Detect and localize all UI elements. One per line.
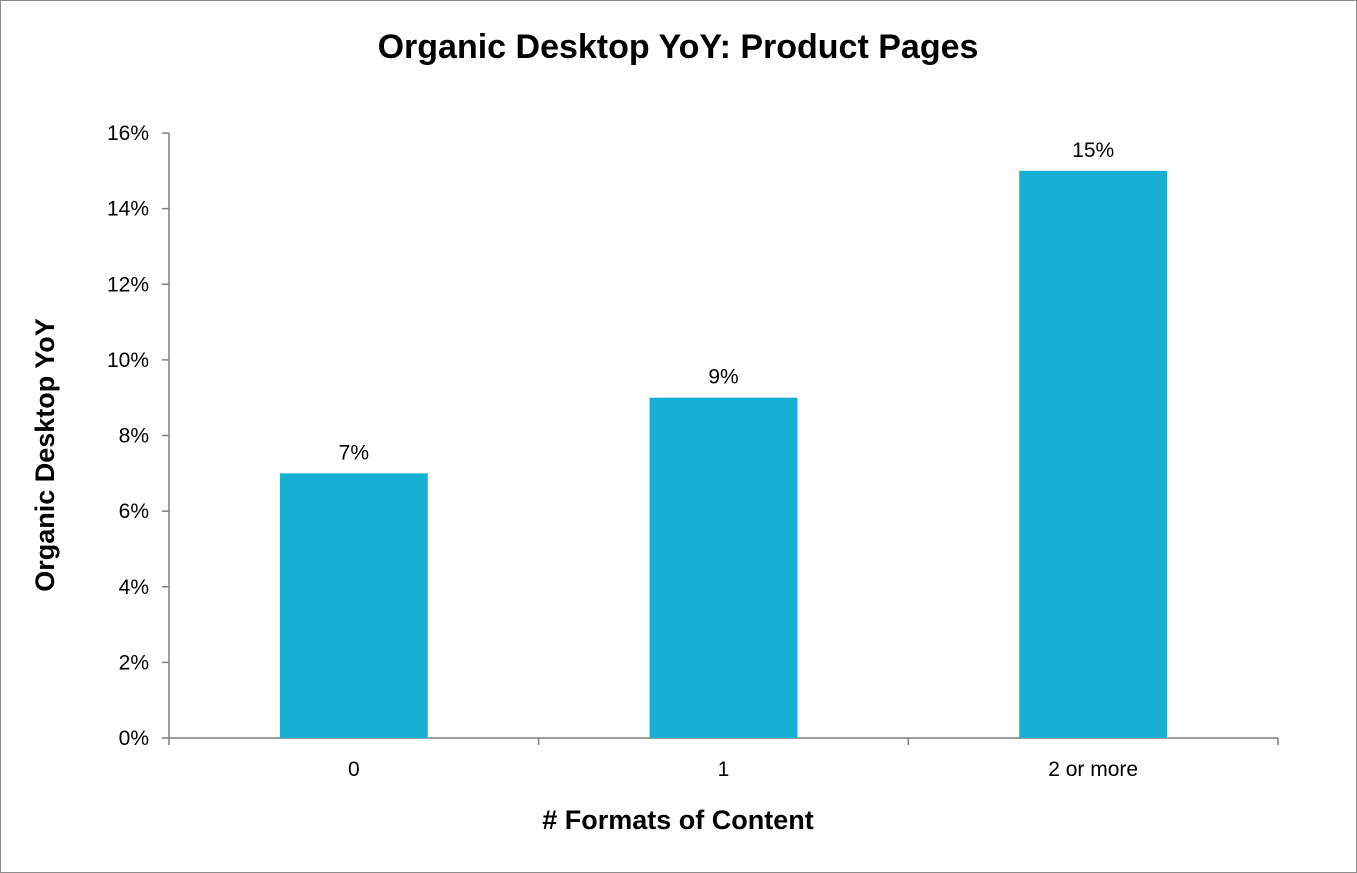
data-labels: 7% 9% 15% bbox=[339, 139, 1115, 465]
y-tick-label: 6% bbox=[119, 500, 149, 523]
chart-title: Organic Desktop YoY: Product Pages bbox=[378, 28, 979, 66]
x-tick-label: 1 bbox=[718, 758, 730, 781]
bar-value-label: 15% bbox=[1072, 139, 1114, 162]
x-tick-label: 2 or more bbox=[1048, 758, 1138, 781]
y-axis: 0% 2% 4% 6% 8% 10% 12% 14% 16% bbox=[107, 122, 170, 750]
y-tick-label: 12% bbox=[107, 273, 149, 296]
y-axis-title: Organic Desktop YoY bbox=[30, 318, 60, 592]
y-tick-label: 2% bbox=[119, 651, 149, 674]
x-axis: 0 1 2 or more bbox=[168, 737, 1279, 781]
bars bbox=[279, 170, 1168, 738]
y-tick-label: 16% bbox=[107, 122, 149, 145]
y-tick-label: 4% bbox=[119, 576, 149, 599]
x-tick-label: 0 bbox=[348, 758, 360, 781]
y-tick-label: 8% bbox=[119, 425, 149, 448]
bar-value-label: 9% bbox=[708, 366, 738, 389]
y-tick-label: 10% bbox=[107, 349, 149, 372]
bar-2-or-more bbox=[1019, 170, 1168, 738]
x-axis-title: # Formats of Content bbox=[542, 805, 814, 835]
y-tick-label: 14% bbox=[107, 198, 149, 221]
bar-0 bbox=[279, 473, 428, 738]
y-tick-label: 0% bbox=[119, 727, 149, 750]
bar-value-label: 7% bbox=[339, 441, 369, 464]
bar-1 bbox=[649, 397, 798, 738]
